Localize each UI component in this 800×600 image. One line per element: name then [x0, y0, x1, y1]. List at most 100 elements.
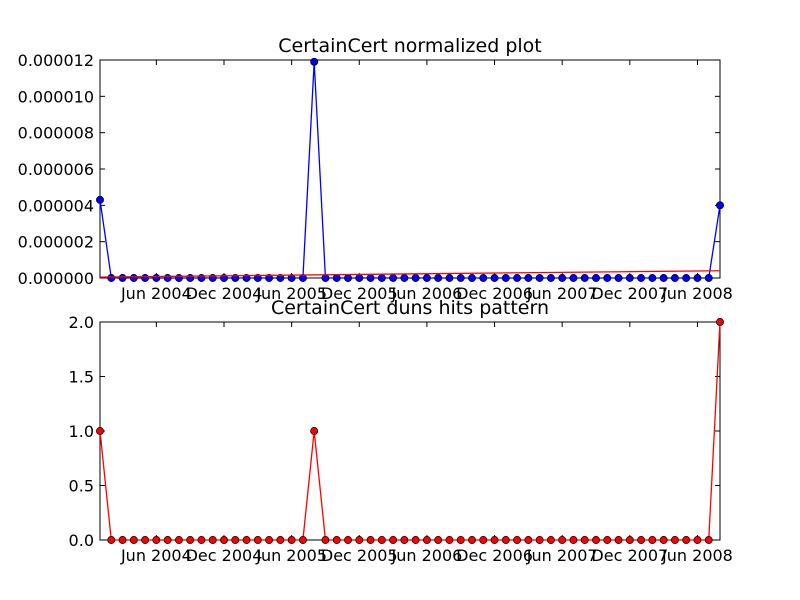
y-tick-label: 1.5 [69, 368, 94, 387]
data-point [637, 536, 646, 544]
data-point [546, 274, 555, 282]
y-tick-label: 0.000000 [18, 269, 94, 288]
data-point [524, 536, 533, 544]
data-point [96, 195, 104, 204]
data-point [513, 536, 522, 544]
data-point [366, 274, 375, 282]
data-point [298, 536, 307, 544]
data-point [625, 274, 634, 282]
data-point [96, 427, 104, 435]
data-point [704, 274, 713, 282]
data-point [242, 536, 251, 544]
data-point [366, 536, 375, 544]
data-point [580, 274, 589, 282]
data-point [490, 536, 499, 544]
chart-title: CertainCert normalized plot [278, 35, 541, 57]
data-point [321, 274, 330, 282]
data-point [389, 536, 398, 544]
data-point [422, 536, 431, 544]
data-point [501, 536, 510, 544]
x-tick-label: Dec 2006 [456, 284, 533, 303]
x-tick-label: Dec 2006 [456, 546, 533, 565]
data-point [546, 536, 555, 544]
data-point [524, 274, 533, 282]
data-point [265, 536, 274, 544]
data-point [614, 274, 623, 282]
data-point [659, 274, 668, 282]
data-point [693, 274, 702, 282]
data-point [253, 274, 262, 282]
data-point [558, 536, 567, 544]
data-point [310, 57, 319, 66]
data-point [513, 274, 522, 282]
data-point [558, 274, 567, 282]
data-point [332, 274, 341, 282]
data-point [535, 274, 544, 282]
x-tick-label: Dec 2007 [591, 546, 668, 565]
data-point [445, 274, 454, 282]
y-tick-label: 0.0 [69, 531, 94, 550]
data-point [377, 536, 386, 544]
data-point [411, 536, 420, 544]
data-point [670, 274, 679, 282]
x-tick-label: Jun 2006 [391, 284, 463, 303]
data-point [276, 274, 285, 282]
data-point [501, 274, 510, 282]
chart-2: CertainCert duns hits pattern 0.0 0.5 1.0 1.… [69, 297, 733, 565]
data-point [614, 536, 623, 544]
x-tick-label: Jun 2005 [255, 546, 327, 565]
data-point [276, 536, 285, 544]
data-point [344, 274, 352, 282]
x-tick-label: Dec 2005 [321, 284, 398, 303]
data-point [704, 536, 713, 544]
x-tick-label: Dec 2007 [591, 284, 668, 303]
data-point [592, 274, 600, 282]
data-point [253, 536, 262, 544]
data-point [479, 536, 488, 544]
data-point [456, 274, 465, 282]
data-point [141, 536, 150, 544]
data-point [468, 274, 476, 282]
axes-frame [99, 321, 721, 541]
data-point [445, 536, 454, 544]
data-point [186, 536, 195, 544]
data-point [682, 274, 691, 282]
data-point [220, 536, 228, 544]
axes-frame [99, 59, 721, 279]
data-point [174, 274, 183, 282]
data-point [411, 274, 420, 282]
data-point [400, 536, 409, 544]
x-tick-label: Jun 2005 [255, 284, 327, 303]
data-point [208, 536, 217, 544]
data-point [163, 274, 172, 282]
y-tick-label: 0.000010 [18, 87, 94, 106]
data-point [344, 536, 352, 544]
x-tick-label: Jun 2004 [120, 284, 192, 303]
y-tick-label: 0.000006 [18, 160, 94, 179]
data-point [377, 274, 386, 282]
data-point [107, 274, 116, 282]
data-point [603, 536, 612, 544]
data-point [490, 274, 499, 282]
data-point [659, 536, 668, 544]
data-point [389, 274, 398, 282]
x-tick-label: Dec 2004 [186, 284, 263, 303]
chart-1: CertainCert normalized plot 0.000000 0.000… [18, 35, 733, 303]
series-line-2 [99, 270, 721, 278]
data-point [535, 536, 544, 544]
y-tick-label: 0.000008 [18, 124, 94, 143]
data-point [637, 274, 646, 282]
data-point [716, 201, 724, 210]
y-tick-label: 2.0 [69, 313, 94, 332]
data-point [310, 427, 319, 435]
data-point [355, 536, 364, 544]
data-point [118, 536, 127, 544]
y-tick-label: 0.000002 [18, 233, 94, 252]
data-point [400, 274, 409, 282]
data-point [197, 536, 206, 544]
data-point [152, 536, 161, 544]
data-point [174, 536, 183, 544]
x-tick-label: Jun 2008 [661, 284, 733, 303]
data-point [129, 536, 138, 544]
data-point [129, 274, 138, 282]
